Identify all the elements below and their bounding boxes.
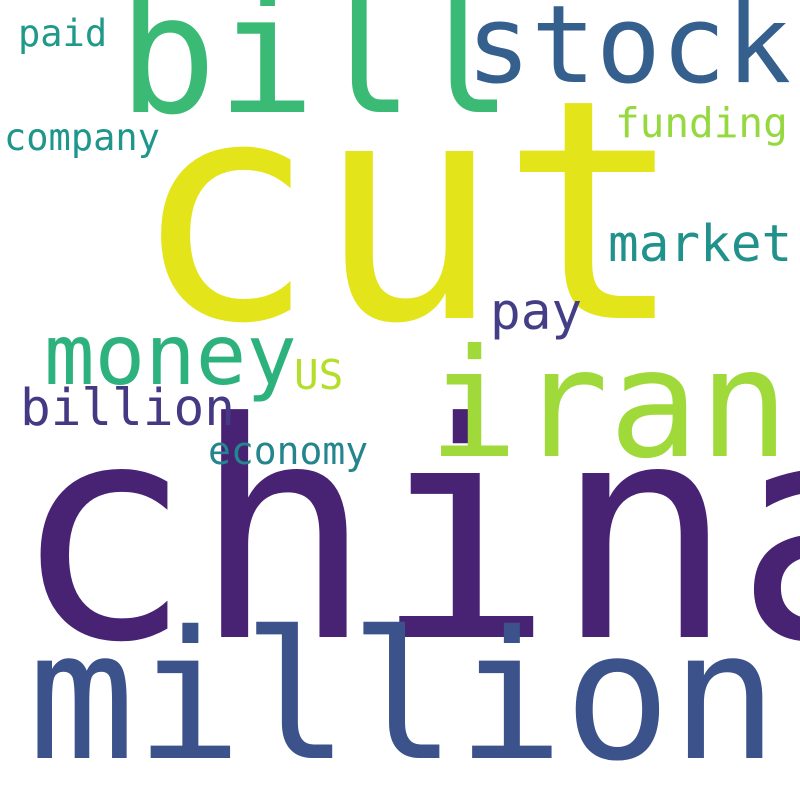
word-billion: billion: [20, 379, 235, 438]
word-pay: pay: [490, 283, 583, 342]
word-paid: paid: [18, 12, 108, 55]
word-company: company: [4, 116, 160, 159]
word-us: US: [294, 351, 344, 399]
word-stock: stock: [466, 0, 792, 108]
word-market: market: [608, 215, 793, 274]
word-china: china: [12, 359, 800, 708]
word-iran: iran: [428, 318, 790, 492]
word-money: money: [44, 306, 297, 404]
word-bill: bill: [118, 0, 513, 151]
word-economy: economy: [208, 429, 369, 473]
word-million: million: [28, 593, 779, 800]
word-cut: cut: [132, 35, 685, 391]
word-funding: funding: [615, 99, 788, 147]
